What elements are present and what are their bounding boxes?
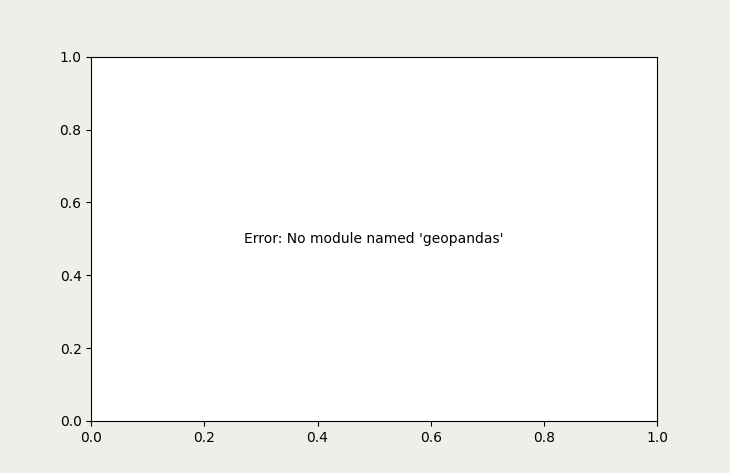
Text: Error: No module named 'geopandas': Error: No module named 'geopandas' xyxy=(245,232,504,246)
